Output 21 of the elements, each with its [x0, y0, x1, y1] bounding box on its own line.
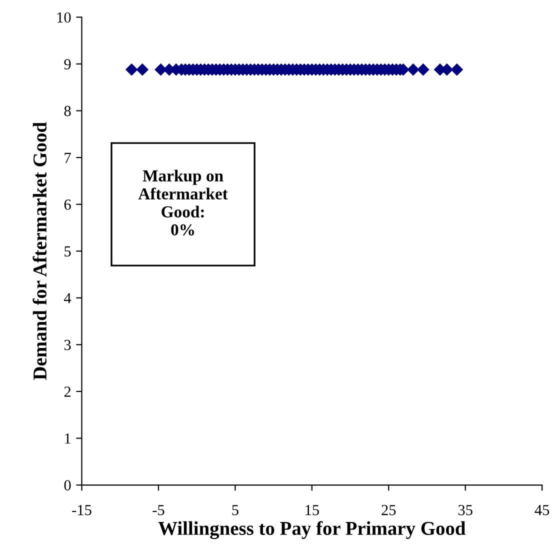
y-tick-label: 3: [64, 340, 71, 350]
y-axis-title: Demand for Aftermarket Good: [32, 122, 47, 380]
y-tick-label: 8: [64, 106, 71, 116]
x-tick-label: 15: [306, 504, 319, 516]
y-tick-label: 9: [64, 59, 71, 70]
annotation: Markup on Aftermarket Good: 0%: [138, 170, 228, 236]
y-tick-label: 0: [64, 480, 71, 490]
y-tick-label: 1: [65, 433, 70, 444]
y-tick-label: 5: [64, 246, 71, 257]
x-tick-label: -5: [152, 505, 164, 516]
y-tick-label: 2: [64, 386, 70, 397]
y-tick-label: 6: [64, 200, 71, 210]
x-tick-label: -15: [72, 504, 92, 516]
x-axis-title: Willingness to Pay for Primary Good: [158, 521, 466, 540]
x-tick-label: 25: [382, 504, 396, 516]
x-tick-label: 45: [534, 505, 550, 516]
y-tick-label: 4: [64, 293, 72, 304]
x-tick-label: 5: [232, 505, 238, 516]
x-tick-label: 35: [458, 504, 472, 516]
y-tick-label: 10: [57, 12, 71, 23]
y-tick-label: 7: [64, 152, 71, 163]
